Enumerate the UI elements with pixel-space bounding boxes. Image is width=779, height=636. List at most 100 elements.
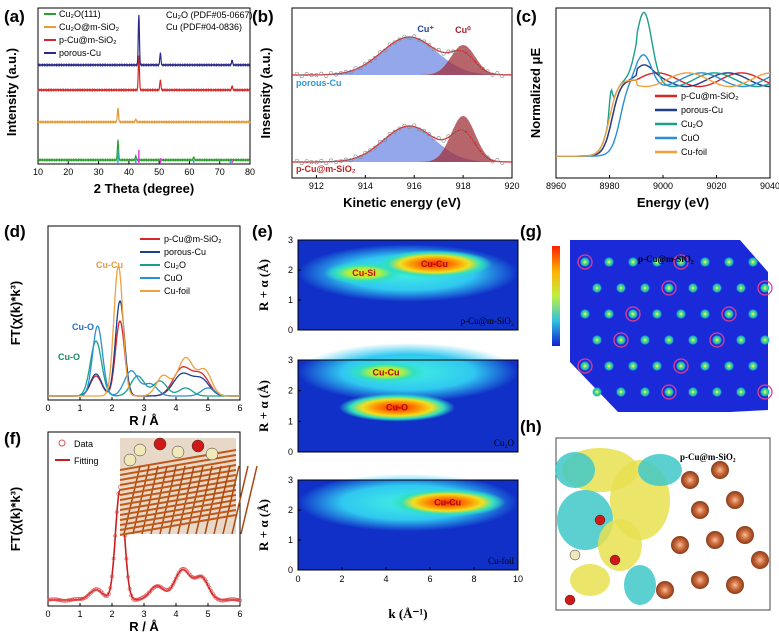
p-cu-msio2-data-point (397, 126, 402, 131)
p-cu-msio2-cu-zero-fill (292, 116, 512, 162)
panel-label: (e) (252, 222, 273, 241)
y-tick-label: 2 (288, 386, 293, 396)
data-point (209, 589, 214, 593)
map-label: p-Cu@m-SiO₂ (638, 254, 694, 264)
p-cu-msio2-data-point (456, 128, 461, 133)
x-tick-label: 1 (77, 609, 82, 619)
p-cu-msio2-data-point (495, 158, 500, 163)
xanes-series-3 (556, 54, 771, 157)
atom (123, 453, 137, 467)
atom (205, 447, 219, 461)
x-tick-label: 2 (109, 403, 114, 413)
data-point (135, 597, 140, 602)
porous-cu-data-point (343, 69, 348, 74)
annotation: Cu-O (58, 352, 80, 362)
atom-density (760, 283, 770, 293)
legend-entry: p-Cu@m-SiO₂ (681, 91, 739, 101)
x-axis-label: k (Å⁻¹) (388, 606, 427, 621)
porous-cu-data-point (309, 73, 314, 78)
legend-swatch (58, 439, 66, 447)
p-cu-msio2-data-point (329, 158, 334, 163)
highlight-ring (577, 358, 593, 374)
cu-atom (736, 526, 754, 544)
p-cu-msio2-data-point (402, 123, 407, 128)
plot-frame (297, 239, 519, 331)
highlight-ring (721, 306, 737, 322)
heatmap-1: Cu-Cu Cu-O 0 1 2 3 Cu₂O R + α (Å) (256, 342, 519, 457)
lattice-line (204, 465, 222, 535)
legend-entry: Cu-foil (681, 147, 707, 157)
y-axis-label: R + α (Å) (256, 380, 271, 432)
data-point (106, 591, 111, 596)
porous-cu-data-point (495, 71, 500, 76)
legend-entry: CuO (681, 133, 700, 143)
atom-density (700, 361, 710, 371)
highlight-ring (673, 254, 689, 270)
porous-cu-data-point (368, 58, 373, 63)
atom-density (616, 387, 626, 397)
y-tick-label: 3 (288, 475, 293, 485)
x-axis-label: R / Å (129, 619, 159, 634)
atom-density (628, 361, 638, 371)
isosurface (638, 454, 682, 486)
panel-f: 0 1 2 3 4 5 6 R / Å FT(χ(k)*k³) (f) Data Fitting (4, 429, 258, 634)
plot-frame (291, 7, 513, 179)
porous-cu-data-point (358, 66, 363, 71)
atom (133, 443, 147, 457)
atom-density (652, 361, 662, 371)
x-tick-label: 6 (427, 574, 432, 584)
data-point (207, 586, 212, 590)
porous-cu-data-point (304, 72, 309, 77)
x-tick-label: 4 (383, 574, 388, 584)
atom-density (736, 283, 746, 293)
atom-density (676, 309, 686, 319)
x-tick-label: 9020 (706, 181, 726, 191)
p-cu-msio2-data-point (451, 131, 456, 136)
legend-entry: Cu₂O@m-SiO₂ (59, 22, 120, 32)
sample-label: p-Cu@m-SiO₂ (296, 164, 356, 174)
lattice-line (150, 465, 168, 535)
inset-structure (119, 437, 258, 536)
atom-density (712, 335, 722, 345)
x-tick-label: 920 (504, 181, 519, 191)
porous-cu-cu-zero-fill (292, 45, 512, 75)
highlight-ring (757, 280, 773, 296)
atom (594, 514, 606, 526)
atom-density (664, 387, 674, 397)
x-tick-label: 10 (513, 574, 523, 584)
porous-cu-data-point (441, 51, 446, 56)
x-tick-label: 50 (154, 167, 164, 177)
lattice-line (119, 514, 237, 536)
p-cu-msio2-data-point (387, 131, 392, 136)
p-cu-msio2-data-point (446, 134, 451, 139)
x-axis-label: R / Å (129, 413, 159, 428)
p-cu-msio2-data-point (407, 125, 412, 130)
porous-cu-data-point (412, 34, 417, 39)
lattice-line (119, 469, 237, 491)
lattice-line (119, 464, 237, 486)
x-tick-label: 80 (245, 167, 255, 177)
lattice-line (119, 504, 237, 526)
p-cu-msio2-data-point (475, 146, 480, 151)
atom-density (748, 257, 758, 267)
data-point (204, 579, 209, 584)
data-point (175, 573, 180, 578)
feature-label: Cu-Cu (421, 259, 448, 269)
atom-density (700, 309, 710, 319)
p-cu-msio2-data-point (299, 161, 304, 166)
data-point (170, 582, 175, 587)
exafs-series-2 (48, 340, 240, 397)
x-axis-label: Energy (eV) (637, 195, 709, 210)
atom-density (664, 283, 674, 293)
atom-density (724, 361, 734, 371)
y-axis-label: R + α (Å) (256, 259, 271, 311)
panel-label: (d) (4, 222, 26, 241)
xrd-series-0 (37, 139, 251, 163)
heatmap-blob (346, 361, 426, 384)
highlight-ring (613, 332, 629, 348)
highlight-ring (625, 306, 641, 322)
atom-density (592, 283, 602, 293)
panel-label: (g) (520, 222, 542, 241)
atom (564, 594, 576, 606)
